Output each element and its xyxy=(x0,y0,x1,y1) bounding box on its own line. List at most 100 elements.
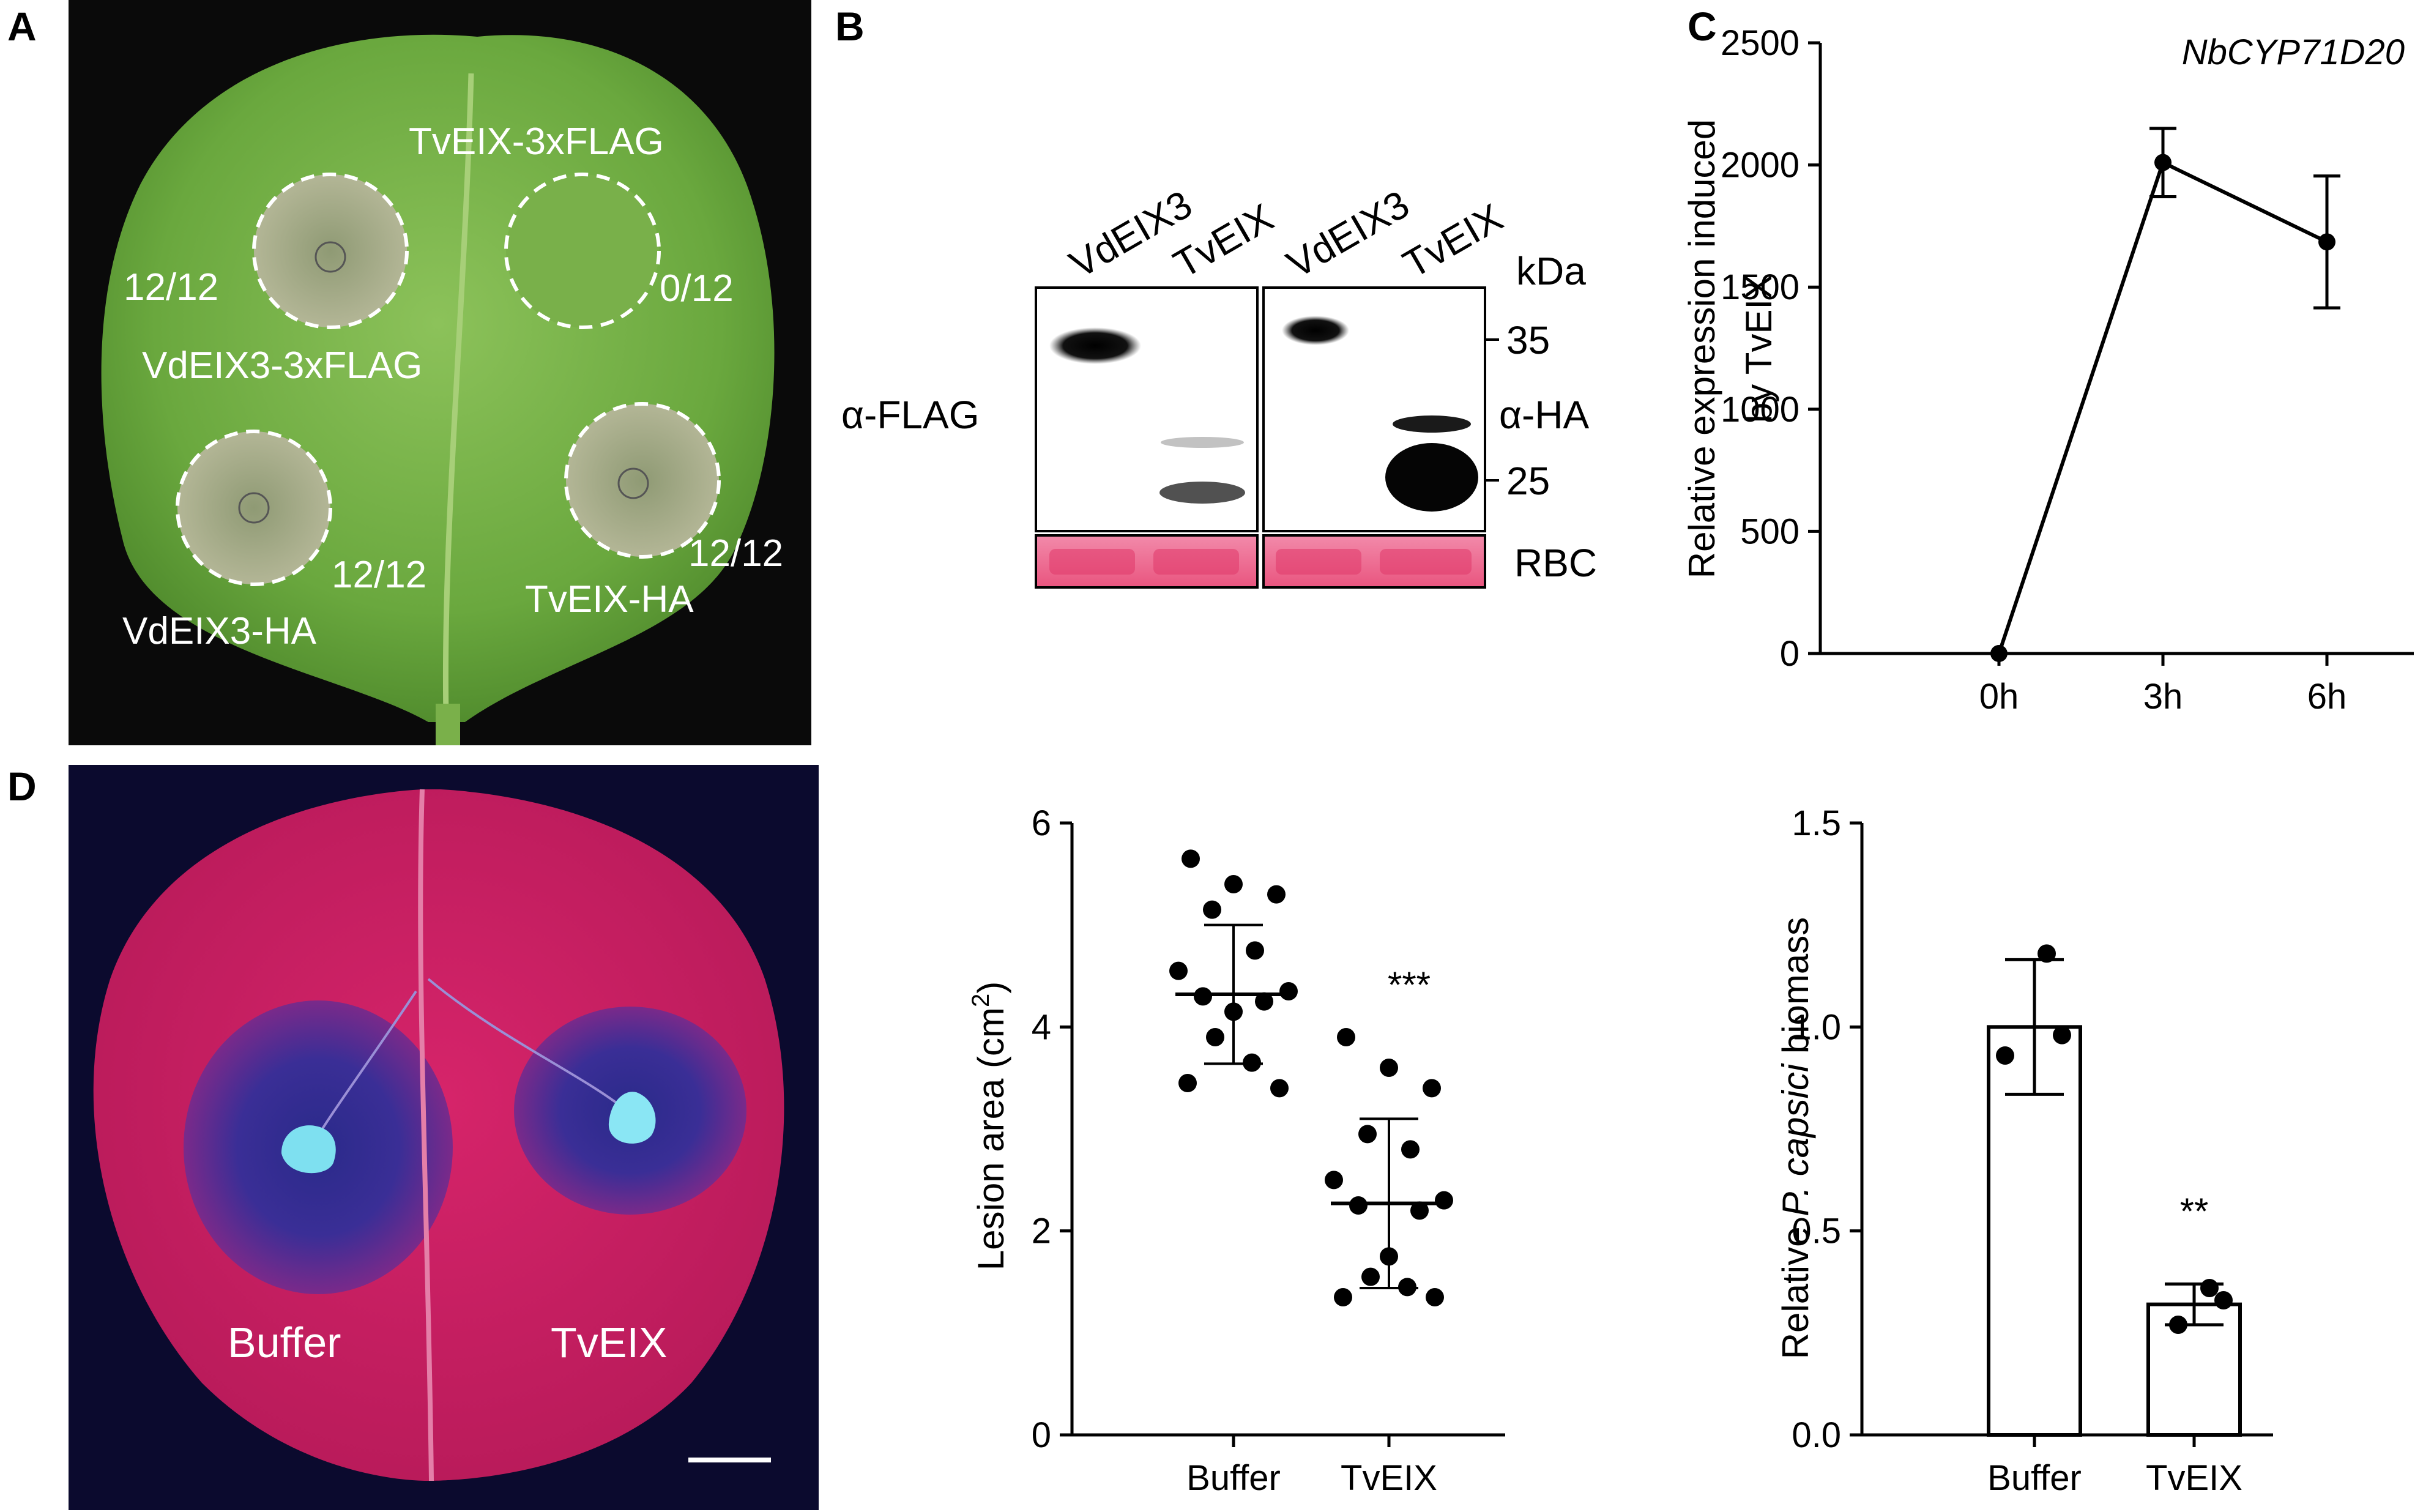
s-data-point xyxy=(1361,1267,1380,1286)
spot-tveix-ha xyxy=(564,402,721,559)
label-vdeix3-ha: VdEIX3-HA xyxy=(122,610,317,652)
antibody-ha: α-HA xyxy=(1499,393,1590,437)
spot-vdeix3-ha xyxy=(176,430,332,586)
s-data-point xyxy=(1203,900,1221,919)
s-xtick-label: TvEIX xyxy=(1341,1458,1437,1498)
c-data-point xyxy=(2154,154,2172,171)
spot-tveix-flag xyxy=(504,173,661,329)
s-ytick-label: 2 xyxy=(1032,1212,1051,1251)
panel-d-bar: 0.0 0.5 1.0 1.5 Buffer TvEIX Relative P. cap… xyxy=(1775,803,2273,1498)
s-data-point xyxy=(1270,1079,1289,1098)
c-series-line xyxy=(1997,160,2328,654)
infiltration-mark xyxy=(238,492,270,524)
band-tveix-flag-lower xyxy=(1159,482,1245,504)
s-data-point xyxy=(1380,1247,1398,1266)
antibody-flag: α-FLAG xyxy=(841,393,979,437)
s-data-point xyxy=(1337,1028,1355,1046)
panel-a-midrib xyxy=(442,73,474,741)
panel-label-a: A xyxy=(7,4,37,49)
s-data-point xyxy=(1325,1171,1343,1190)
infiltration-mark xyxy=(314,241,346,273)
panel-label-d: D xyxy=(7,764,37,809)
score-tveix-3xflag: 0/12 xyxy=(660,267,734,310)
score-vdeix3-ha: 12/12 xyxy=(332,554,426,596)
b-data-point xyxy=(2053,1026,2071,1045)
rbc-band xyxy=(1276,549,1361,575)
rbc-label: RBC xyxy=(1514,541,1597,585)
s-ylabel: Lesion area (cm2) xyxy=(967,981,1011,1270)
s-data-point xyxy=(1224,875,1243,893)
panel-b: VdEIX3 TvEIX VdEIX3 TvEIX kDa 35 25 α-FL… xyxy=(841,182,1597,589)
s-data-point xyxy=(1279,982,1298,1000)
panel-c-chart: 0 500 1000 1500 2000 2500 0h 3h 6h NbCYP71D20 R… xyxy=(1681,23,2414,717)
s-data-point xyxy=(1334,1288,1352,1306)
c-xtick-label: 6h xyxy=(2307,677,2347,717)
b-ylabel-pre: Relative xyxy=(1775,1216,1816,1359)
c-data-point xyxy=(1990,645,2008,662)
lane-label-4: TvEIX xyxy=(1396,195,1510,286)
s-data-point xyxy=(1423,1079,1441,1098)
rbc-band xyxy=(1380,549,1472,575)
b-data-point xyxy=(2200,1279,2219,1297)
s-data-point xyxy=(1267,885,1286,904)
score-tveix-ha: 12/12 xyxy=(688,532,783,575)
b-data-point xyxy=(2169,1316,2187,1334)
s-ylabel-sup: 2 xyxy=(967,994,994,1007)
band-vdeix3-flag xyxy=(1049,327,1141,364)
s-data-point xyxy=(1380,1059,1398,1077)
plug-tveix xyxy=(608,1092,656,1144)
label-vdeix3-3xflag: VdEIX3-3xFLAG xyxy=(142,344,422,387)
band-vdeix3-ha xyxy=(1282,316,1349,345)
panel-d-leaf-photo: Buffer TvEIX xyxy=(69,765,819,1510)
c-xtick-label: 3h xyxy=(2143,677,2183,717)
s-data-point xyxy=(1224,1002,1243,1021)
s-xtick-label: Buffer xyxy=(1186,1458,1281,1498)
label-tveix-3xflag: TvEIX-3xFLAG xyxy=(409,121,664,163)
s-data-point xyxy=(1358,1125,1377,1144)
s-ylabel-main: Lesion area (cm xyxy=(970,1007,1011,1270)
scale-bar xyxy=(688,1458,771,1462)
rbc-band xyxy=(1049,549,1135,575)
c-ytick-label: 1000 xyxy=(1721,390,1799,430)
s-data-point xyxy=(1206,1028,1224,1046)
s-data-point xyxy=(1243,1053,1261,1072)
b-significance: ** xyxy=(2180,1191,2209,1232)
band-tveix-ha-lower xyxy=(1385,443,1478,512)
b-ylabel-post: biomass xyxy=(1775,917,1816,1064)
s-ylabel-end: ) xyxy=(970,981,1011,994)
s-data-point xyxy=(1435,1191,1453,1210)
band-tveix-flag-upper xyxy=(1161,437,1244,448)
b-data-point xyxy=(2214,1291,2233,1309)
infiltration-mark xyxy=(617,467,649,499)
s-data-point xyxy=(1410,1201,1429,1220)
c-ytick-label: 0 xyxy=(1780,634,1799,674)
b-data-point xyxy=(1996,1046,2014,1065)
c-xtick-label: 0h xyxy=(1979,677,2019,717)
kda-label: kDa xyxy=(1516,249,1586,293)
b-ytick-label: 1.0 xyxy=(1792,1007,1841,1047)
b-ylabel: Relative P. capsici biomass xyxy=(1775,917,1816,1360)
leaf-label-tveix: TvEIX xyxy=(551,1319,668,1366)
b-xtick-label: TvEIX xyxy=(2146,1458,2242,1498)
b-xtick-label: Buffer xyxy=(1987,1458,2082,1498)
b-ytick-label: 1.5 xyxy=(1792,803,1841,843)
panel-d-midrib xyxy=(418,789,434,1481)
lane-label-3: VdEIX3 xyxy=(1279,182,1416,286)
s-data-point xyxy=(1349,1196,1368,1215)
s-data-point xyxy=(1398,1278,1416,1297)
panel-label-b: B xyxy=(835,4,865,49)
plug-buffer xyxy=(281,1125,336,1174)
marker-35: 35 xyxy=(1506,318,1550,362)
score-vdeix3-3xflag: 12/12 xyxy=(124,266,218,308)
panel-d-vein xyxy=(427,978,631,1115)
label-tveix-ha: TvEIX-HA xyxy=(525,578,694,620)
leaf-label-buffer: Buffer xyxy=(228,1319,341,1366)
band-tveix-ha-upper xyxy=(1393,415,1471,433)
s-ytick-label: 0 xyxy=(1032,1415,1051,1455)
s-data-point xyxy=(1194,987,1212,1006)
s-data-point xyxy=(1401,1140,1420,1159)
rbc-band xyxy=(1153,549,1239,575)
panel-a-petiole xyxy=(436,704,460,745)
spot-vdeix3-flag xyxy=(252,173,409,329)
